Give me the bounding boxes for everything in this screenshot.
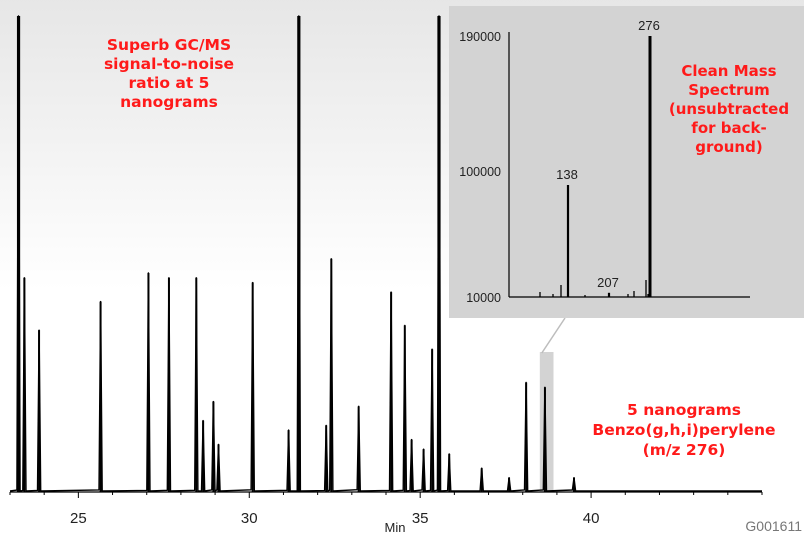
- annotation-benzo-perylene: 5 nanograms Benzo(g,h,i)perylene (m/z 27…: [584, 400, 784, 460]
- inset-y-tick-label: 10000: [466, 291, 501, 305]
- annotation-line: 5 nanograms: [584, 400, 784, 420]
- inset-y-tick-label: 190000: [459, 30, 501, 44]
- inset-connector: [542, 318, 565, 353]
- annotation-line: ratio at 5: [74, 74, 264, 93]
- figure-id: G001611: [745, 518, 802, 534]
- annotation-line: Spectrum: [654, 81, 804, 100]
- inset-y-tick-label: 100000: [459, 165, 501, 179]
- x-tick-label: 35: [412, 510, 429, 527]
- annotation-clean-mass-spectrum: Clean Mass Spectrum (unsubtracted for ba…: [654, 62, 804, 157]
- inset-panel: [449, 6, 804, 318]
- annotation-line: Superb GC/MS: [74, 36, 264, 55]
- annotation-line: (unsubtracted: [654, 100, 804, 119]
- annotation-line: Clean Mass: [654, 62, 804, 81]
- inset-peak-label: 276: [638, 18, 660, 33]
- inset-peak-label: 207: [597, 275, 619, 290]
- annotation-line: ground): [654, 138, 804, 157]
- inset-peak-label: 138: [556, 167, 578, 182]
- x-axis-label: Min: [385, 520, 406, 535]
- x-tick-label: 40: [583, 510, 600, 527]
- annotation-line: nanograms: [74, 93, 264, 112]
- annotation-line: signal-to-noise: [74, 55, 264, 74]
- annotation-line: (m/z 276): [584, 440, 784, 460]
- annotation-line: for back-: [654, 119, 804, 138]
- annotation-line: Benzo(g,h,i)perylene: [584, 420, 784, 440]
- x-tick-label: 25: [70, 510, 87, 527]
- annotation-signal-to-noise: Superb GC/MS signal-to-noise ratio at 5 …: [74, 36, 264, 112]
- x-tick-label: 30: [241, 510, 258, 527]
